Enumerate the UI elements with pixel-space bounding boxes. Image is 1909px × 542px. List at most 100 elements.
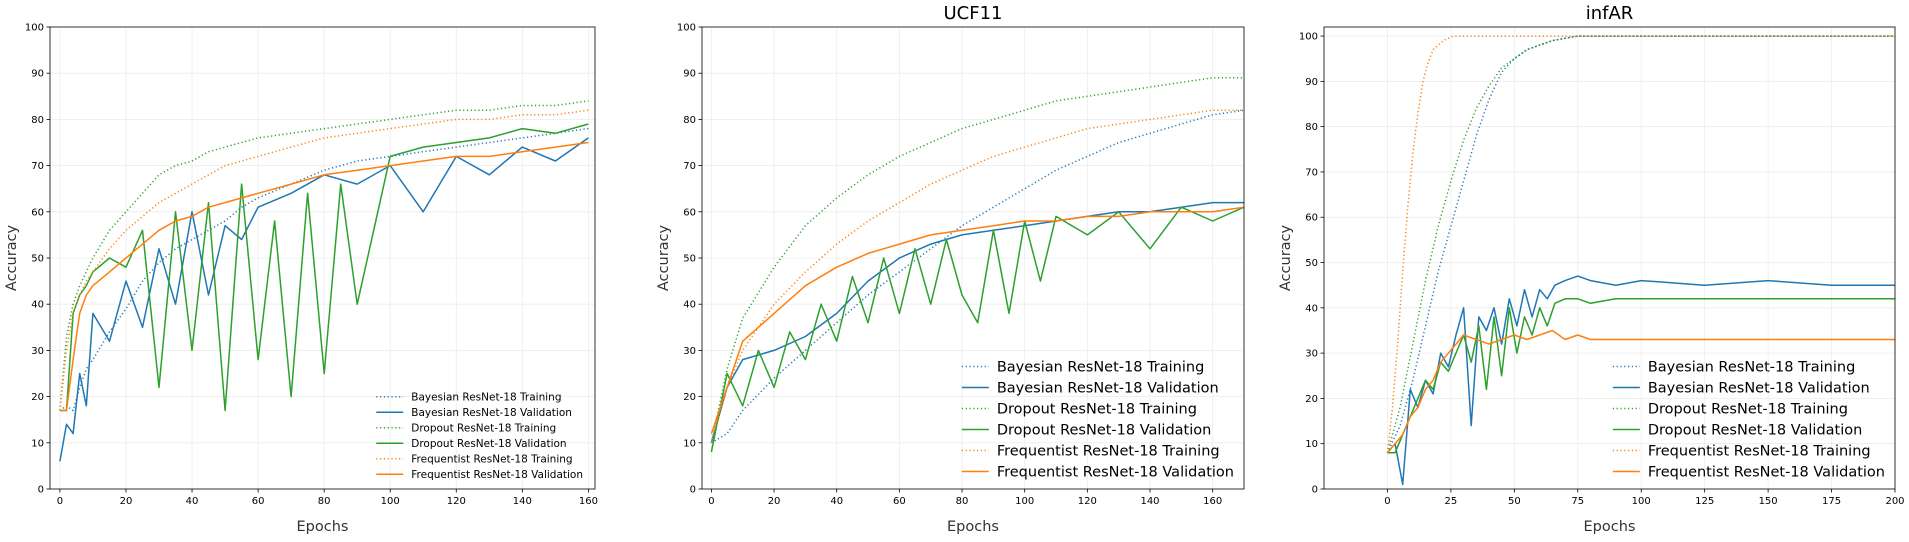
legend-label: Bayesian ResNet-18 Validation bbox=[411, 407, 572, 419]
chart-title: infAR bbox=[1586, 3, 1634, 24]
chart-panel-3: 0 25 50 75 100 125 150 175 200 0 10 20 30 40 50 60 70 80 9… bbox=[1278, 3, 1905, 535]
x-tick-label: 25 bbox=[1445, 496, 1458, 507]
legend-label: Frequentist ResNet-18 Validation bbox=[997, 465, 1234, 481]
chart-panel-2: 0 20 40 60 80 100 120 140 160 0 10 20 30 40 50 60 70 80 90… bbox=[656, 3, 1245, 535]
y-tick-label: 10 bbox=[1305, 439, 1318, 450]
y-tick-label: 10 bbox=[683, 438, 696, 449]
series-line-6 bbox=[59, 141, 589, 412]
y-tick-label: 20 bbox=[31, 392, 44, 403]
x-tick-label: 80 bbox=[318, 496, 331, 507]
y-tick-label: 0 bbox=[1312, 485, 1318, 496]
y-tick-label: 50 bbox=[1305, 258, 1318, 269]
y-tick-label: 80 bbox=[31, 115, 44, 126]
y-tick-label: 90 bbox=[31, 69, 44, 80]
x-tick-label: 175 bbox=[1822, 496, 1841, 507]
series-line-3 bbox=[1386, 35, 1895, 454]
y-tick-label: 100 bbox=[677, 23, 696, 34]
x-tick-label: 0 bbox=[1384, 496, 1390, 507]
x-tick-label: 200 bbox=[1885, 496, 1904, 507]
legend-label: Dropout ResNet-18 Training bbox=[411, 423, 556, 435]
x-tick-label: 150 bbox=[1759, 496, 1778, 507]
y-tick-label: 80 bbox=[1305, 122, 1318, 133]
y-tick-label: 30 bbox=[31, 346, 44, 357]
x-tick-label: 100 bbox=[1632, 496, 1651, 507]
y-tick-label: 50 bbox=[683, 254, 696, 265]
series-line-5 bbox=[710, 109, 1244, 444]
series-line-3 bbox=[710, 77, 1244, 443]
x-tick-label: 120 bbox=[447, 496, 466, 507]
y-tick-label: 60 bbox=[31, 207, 44, 218]
series-line-4 bbox=[59, 123, 589, 412]
y-axis-label: Accuracy bbox=[4, 224, 20, 291]
y-tick-label: 50 bbox=[31, 254, 44, 265]
y-tick-label: 90 bbox=[1305, 77, 1318, 88]
legend-label: Bayesian ResNet-18 Validation bbox=[1648, 381, 1870, 397]
y-tick-label: 80 bbox=[683, 115, 696, 126]
y-tick-label: 70 bbox=[683, 161, 696, 172]
y-tick-label: 90 bbox=[683, 69, 696, 80]
series-line-2 bbox=[59, 137, 589, 462]
series-line-1 bbox=[711, 109, 1244, 444]
x-tick-label: 100 bbox=[381, 496, 400, 507]
y-tick-label: 0 bbox=[690, 485, 696, 496]
y-tick-label: 60 bbox=[1305, 213, 1318, 224]
x-tick-label: 140 bbox=[513, 496, 532, 507]
x-tick-label: 160 bbox=[1203, 496, 1222, 507]
series-group bbox=[710, 77, 1244, 453]
legend: Bayesian ResNet-18 Training Bayesian ResN… bbox=[376, 392, 583, 481]
axes-frame bbox=[1323, 26, 1896, 490]
series-line-1 bbox=[59, 127, 589, 412]
legend-label: Dropout ResNet-18 Training bbox=[1648, 402, 1848, 418]
y-tick-label: 40 bbox=[683, 300, 696, 311]
y-tick-label: 10 bbox=[31, 438, 44, 449]
y-tick-label: 100 bbox=[25, 23, 44, 34]
x-tick-label: 120 bbox=[1078, 496, 1097, 507]
x-tick-label: 60 bbox=[893, 496, 906, 507]
x-tick-label: 20 bbox=[768, 496, 781, 507]
y-tick-label: 30 bbox=[683, 346, 696, 357]
chart-panel-1: 0 20 40 60 80 100 120 140 160 0 10 20 30 40 50 60 70 80 90… bbox=[4, 23, 598, 536]
series-group bbox=[1386, 35, 1895, 486]
legend-label: Frequentist ResNet-18 Training bbox=[997, 444, 1220, 460]
x-tick-label: 0 bbox=[708, 496, 714, 507]
y-tick-label: 20 bbox=[683, 392, 696, 403]
y-tick-label: 60 bbox=[683, 207, 696, 218]
x-tick-label: 40 bbox=[186, 496, 199, 507]
legend-label: Dropout ResNet-18 Validation bbox=[1648, 423, 1862, 439]
y-tick-label: 100 bbox=[1299, 32, 1318, 43]
legend-label: Bayesian ResNet-18 Training bbox=[997, 360, 1204, 376]
x-tick-label: 100 bbox=[1015, 496, 1034, 507]
y-tick-label: 40 bbox=[1305, 303, 1318, 314]
x-tick-label: 160 bbox=[579, 496, 598, 507]
legend: Bayesian ResNet-18 Training Bayesian ResN… bbox=[961, 360, 1234, 481]
legend-label: Dropout ResNet-18 Validation bbox=[411, 438, 566, 450]
chart-title: UCF11 bbox=[943, 3, 1002, 24]
y-tick-label: 70 bbox=[31, 161, 44, 172]
legend-label: Dropout ResNet-18 Validation bbox=[997, 423, 1211, 439]
y-tick-label: 20 bbox=[1305, 394, 1318, 405]
series-line-6 bbox=[1386, 329, 1895, 454]
series-line-4 bbox=[710, 206, 1244, 453]
y-tick-label: 0 bbox=[38, 485, 44, 496]
legend: Bayesian ResNet-18 Training Bayesian ResN… bbox=[1612, 360, 1885, 481]
series-line-3 bbox=[59, 100, 589, 411]
y-tick-label: 40 bbox=[31, 300, 44, 311]
x-tick-label: 50 bbox=[1508, 496, 1521, 507]
y-axis-label: Accuracy bbox=[656, 224, 672, 291]
x-tick-label: 75 bbox=[1571, 496, 1584, 507]
x-tick-label: 80 bbox=[956, 496, 969, 507]
x-tick-label: 125 bbox=[1695, 496, 1714, 507]
legend-label: Dropout ResNet-18 Training bbox=[997, 402, 1197, 418]
legend-label: Frequentist ResNet-18 Validation bbox=[411, 469, 583, 481]
legend-label: Frequentist ResNet-18 Training bbox=[411, 454, 572, 466]
x-tick-label: 20 bbox=[120, 496, 133, 507]
x-tick-label: 140 bbox=[1140, 496, 1159, 507]
legend-label: Frequentist ResNet-18 Validation bbox=[1648, 465, 1885, 481]
y-axis-label: Accuracy bbox=[1278, 224, 1294, 291]
x-axis-label: Epochs bbox=[947, 519, 999, 535]
legend-label: Bayesian ResNet-18 Training bbox=[1648, 360, 1855, 376]
x-tick-label: 60 bbox=[252, 496, 265, 507]
x-tick-label: 40 bbox=[830, 496, 843, 507]
series-line-4 bbox=[1387, 298, 1895, 454]
